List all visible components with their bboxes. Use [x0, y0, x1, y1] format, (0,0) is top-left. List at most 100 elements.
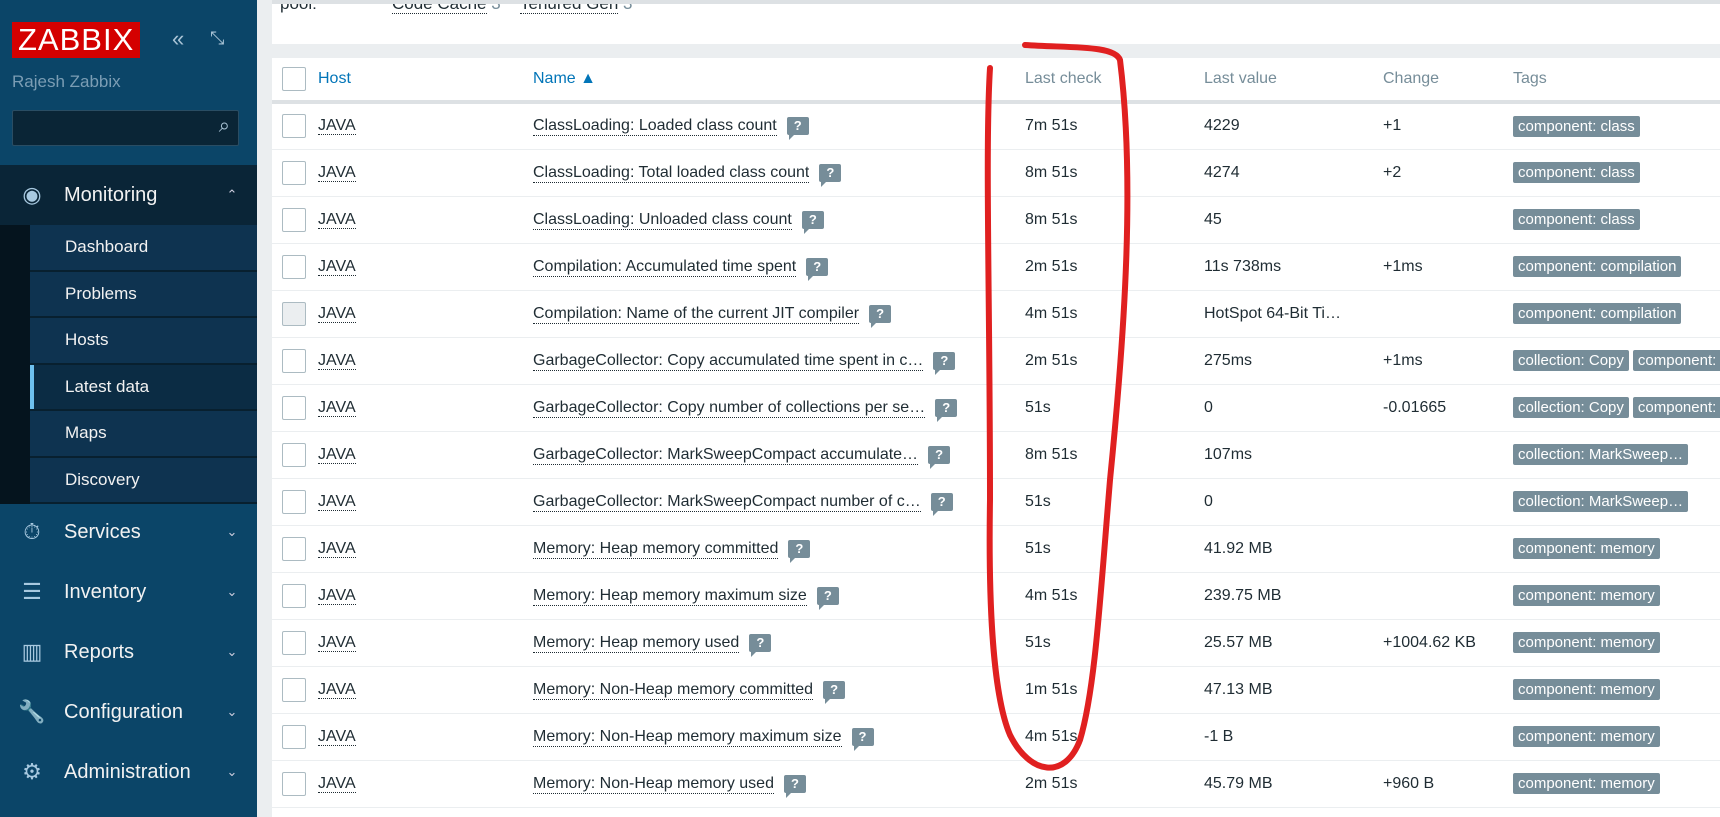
menu-monitoring[interactable]: ◉ Monitoring ⌃: [0, 165, 257, 225]
tag[interactable]: component: memory: [1513, 632, 1660, 653]
column-host[interactable]: Host: [318, 58, 533, 104]
row-checkbox[interactable]: [282, 348, 306, 373]
row-checkbox[interactable]: [282, 630, 306, 655]
tag[interactable]: component: memory: [1513, 679, 1660, 700]
collapse-sidebar-icon[interactable]: «: [172, 26, 185, 51]
menu-administration[interactable]: ⚙ Administration ⌄: [0, 742, 257, 802]
submenu-item-latest-data[interactable]: Latest data: [30, 364, 257, 411]
row-checkbox[interactable]: [282, 114, 306, 139]
item-name-link[interactable]: Compilation: Accumulated time spent: [533, 257, 797, 277]
menu-services[interactable]: ⏱ Services ⌄: [0, 502, 257, 562]
item-name-link[interactable]: ClassLoading: Unloaded class count: [533, 210, 792, 230]
tag[interactable]: collection: MarkSweep…: [1513, 491, 1689, 512]
tag[interactable]: component: memory: [1513, 538, 1660, 559]
tag[interactable]: component: memory: [1513, 726, 1660, 747]
pool-link-code-cache[interactable]: Code Cache 3: [392, 4, 501, 14]
item-name-link[interactable]: Memory: Heap memory committed: [533, 539, 779, 559]
item-name-link[interactable]: GarbageCollector: Copy accumulated time …: [533, 351, 924, 371]
tag[interactable]: component: memory: [1513, 585, 1660, 606]
menu-inventory[interactable]: ☰ Inventory ⌄: [0, 562, 257, 622]
tag[interactable]: component: gc: [1632, 350, 1720, 371]
select-all-checkbox[interactable]: [282, 67, 306, 91]
help-icon[interactable]: ?: [816, 586, 839, 610]
submenu-item-dashboard[interactable]: Dashboard: [30, 225, 257, 272]
menu-reports[interactable]: ▥ Reports ⌄: [0, 622, 257, 682]
host-link[interactable]: JAVA: [318, 586, 356, 605]
item-name-link[interactable]: Compilation: Name of the current JIT com…: [533, 304, 860, 324]
row-checkbox[interactable]: [282, 254, 306, 279]
host-link[interactable]: JAVA: [318, 539, 356, 558]
help-icon[interactable]: ?: [823, 680, 846, 704]
tag[interactable]: collection: MarkSweep…: [1513, 444, 1689, 465]
help-icon[interactable]: ?: [933, 351, 956, 375]
tag[interactable]: component: class: [1513, 209, 1640, 230]
tag[interactable]: component: gc: [1632, 397, 1720, 418]
item-name-link[interactable]: Memory: Non-Heap memory committed: [533, 680, 814, 700]
help-icon[interactable]: ?: [935, 398, 958, 422]
host-link[interactable]: JAVA: [318, 351, 356, 370]
search-icon[interactable]: ⌕: [218, 115, 230, 137]
row-checkbox[interactable]: [282, 442, 306, 467]
submenu-item-problems[interactable]: Problems: [30, 271, 257, 318]
row-checkbox[interactable]: [282, 207, 306, 232]
column-name[interactable]: Name ▲: [533, 58, 1025, 104]
host-link[interactable]: JAVA: [318, 117, 356, 136]
row-checkbox[interactable]: [282, 160, 306, 185]
row-checkbox[interactable]: [282, 536, 306, 561]
item-name-link[interactable]: Memory: Non-Heap memory maximum size: [533, 727, 842, 747]
tag[interactable]: collection: Copy: [1513, 350, 1629, 371]
item-name-link[interactable]: GarbageCollector: MarkSweepCompact numbe…: [533, 492, 921, 512]
help-icon[interactable]: ?: [801, 210, 824, 234]
help-icon[interactable]: ?: [928, 445, 951, 469]
host-link[interactable]: JAVA: [318, 304, 356, 323]
help-icon[interactable]: ?: [806, 257, 829, 281]
host-link[interactable]: JAVA: [318, 680, 356, 699]
submenu-item-hosts[interactable]: Hosts: [30, 318, 257, 365]
host-link[interactable]: JAVA: [318, 257, 356, 276]
tag[interactable]: component: memory: [1513, 773, 1660, 794]
item-name-link[interactable]: ClassLoading: Loaded class count: [533, 117, 777, 137]
tag[interactable]: component: compilation: [1513, 256, 1682, 277]
link-text[interactable]: Code Cache: [392, 4, 487, 14]
tag[interactable]: component: class: [1513, 162, 1640, 183]
pool-link-tenured-gen[interactable]: Tenured Gen 3: [520, 4, 633, 14]
help-icon[interactable]: ?: [930, 492, 953, 516]
help-icon[interactable]: ?: [783, 774, 806, 798]
tag[interactable]: component: compilation: [1513, 303, 1682, 324]
submenu-item-maps[interactable]: Maps: [30, 411, 257, 458]
host-link[interactable]: JAVA: [318, 774, 356, 793]
item-name-link[interactable]: Memory: Heap memory maximum size: [533, 586, 807, 606]
item-name-link[interactable]: GarbageCollector: Copy number of collect…: [533, 398, 926, 418]
row-checkbox[interactable]: [282, 395, 306, 420]
help-icon[interactable]: ?: [749, 633, 772, 657]
search-input[interactable]: ⌕: [12, 110, 239, 146]
host-link[interactable]: JAVA: [318, 445, 356, 464]
host-link[interactable]: JAVA: [318, 727, 356, 746]
tag[interactable]: collection: Copy: [1513, 397, 1629, 418]
tag[interactable]: component: class: [1513, 115, 1640, 137]
help-icon[interactable]: ?: [788, 539, 811, 563]
row-checkbox[interactable]: [282, 724, 306, 749]
host-link[interactable]: JAVA: [318, 210, 356, 229]
row-checkbox[interactable]: [282, 489, 306, 514]
host-link[interactable]: JAVA: [318, 398, 356, 417]
zabbix-logo[interactable]: ZABBIX: [12, 22, 141, 58]
host-link[interactable]: JAVA: [318, 492, 356, 511]
help-icon[interactable]: ?: [819, 163, 842, 187]
row-checkbox[interactable]: [282, 583, 306, 608]
row-checkbox[interactable]: [282, 677, 306, 702]
link-text[interactable]: Tenured Gen: [520, 4, 619, 14]
item-name-link[interactable]: Memory: Non-Heap memory used: [533, 774, 774, 794]
menu-configuration[interactable]: 🔧 Configuration ⌄: [0, 682, 257, 742]
kiosk-mode-icon[interactable]: ⤡: [210, 28, 225, 48]
help-icon[interactable]: ?: [851, 727, 874, 751]
submenu-item-discovery[interactable]: Discovery: [30, 457, 257, 504]
host-link[interactable]: JAVA: [318, 633, 356, 652]
help-icon[interactable]: ?: [786, 117, 809, 141]
row-checkbox[interactable]: [282, 771, 306, 796]
host-link[interactable]: JAVA: [318, 163, 356, 182]
item-name-link[interactable]: GarbageCollector: MarkSweepCompact accum…: [533, 445, 919, 465]
item-name-link[interactable]: ClassLoading: Total loaded class count: [533, 163, 810, 183]
item-name-link[interactable]: Memory: Heap memory used: [533, 633, 740, 653]
help-icon[interactable]: ?: [869, 304, 892, 328]
